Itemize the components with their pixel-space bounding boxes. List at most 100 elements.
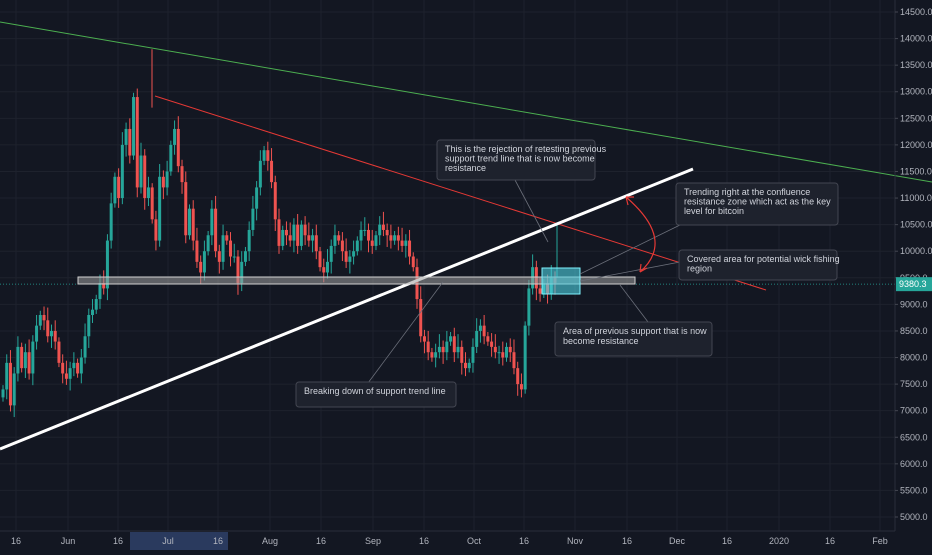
candle-body	[64, 373, 68, 379]
x-tick-label: Jul	[162, 536, 174, 546]
y-tick-label: 10500.0	[900, 220, 932, 230]
annotation-box	[295, 381, 457, 408]
annotation-text: resistance zone which act as the key	[684, 197, 831, 207]
x-axis-highlight	[130, 532, 228, 550]
candle-body	[516, 368, 520, 385]
candle-body	[98, 283, 102, 300]
candle-body	[236, 256, 240, 284]
candle-body	[292, 224, 296, 241]
candle-body	[16, 346, 20, 374]
candle-body	[135, 97, 139, 188]
candle-body	[385, 229, 389, 236]
annotation-text: Area of previous support that is now	[563, 326, 707, 336]
candle-body	[139, 155, 143, 188]
candle-body	[258, 160, 262, 188]
candle-body	[426, 341, 430, 353]
candle-body	[38, 315, 42, 326]
candle-body	[490, 341, 494, 347]
candle-body	[113, 176, 117, 204]
price-tag-label: 9380.3	[899, 279, 927, 289]
candle-body	[422, 336, 426, 342]
x-tick-label: Sep	[365, 536, 381, 546]
candle-body	[79, 357, 83, 374]
candle-body	[105, 240, 109, 289]
price-tag-bg	[896, 277, 932, 292]
y-tick-label: 6500.0	[900, 432, 928, 442]
y-tick-label: 11000.0	[900, 193, 932, 203]
candle-body	[232, 256, 236, 258]
candle-body	[42, 315, 46, 321]
candle-body	[12, 373, 16, 406]
candle-body	[8, 362, 12, 406]
annotation-box	[678, 249, 838, 281]
x-tick-label: Nov	[567, 536, 584, 546]
candle-body	[430, 352, 434, 358]
annotation-breaking: Breaking down of support trend line	[295, 381, 457, 408]
y-tick-label: 13500.0	[900, 60, 932, 70]
annotation-covered: Covered area for potential wick fishingr…	[678, 249, 840, 281]
red-trend-line	[154, 95, 767, 291]
candle-body	[53, 330, 57, 342]
curved-arrow-head-top	[625, 196, 634, 206]
candle-body	[184, 182, 188, 236]
candle-body	[437, 346, 441, 353]
candle-body	[173, 128, 177, 145]
rejection-connector	[514, 179, 549, 243]
x-tick-label: 16	[622, 536, 632, 546]
candle-body	[527, 288, 531, 326]
annotation-rejection: This is the rejection of retesting previ…	[436, 139, 607, 181]
x-tick-label: Jun	[61, 536, 76, 546]
candle-body	[169, 144, 173, 172]
candle-body	[61, 362, 65, 374]
curved-arrow	[625, 196, 656, 273]
wick-fishing-box	[541, 267, 581, 295]
candle-body	[191, 208, 195, 241]
green-resistance-line	[0, 21, 932, 183]
y-tick-label: 6000.0	[900, 459, 928, 469]
annotation-text: Trending right at the confluence	[684, 187, 810, 197]
candle-body	[340, 240, 344, 252]
y-tick-label: 12000.0	[900, 140, 932, 150]
candle-body	[344, 251, 348, 262]
y-tick-label: 5500.0	[900, 485, 928, 495]
annotation-box	[436, 139, 596, 181]
candle-body	[91, 309, 95, 315]
candle-body	[270, 160, 274, 183]
candle-body	[120, 144, 124, 199]
candle-body	[206, 235, 210, 252]
candle-body	[229, 240, 233, 257]
candle-body	[128, 128, 132, 156]
candle-body	[296, 224, 300, 246]
candle-body	[352, 251, 356, 257]
annotation-text: become resistance	[563, 336, 639, 346]
candle-body	[311, 235, 315, 241]
candle-body	[408, 240, 412, 257]
candle-body	[102, 283, 106, 289]
candle-body	[378, 224, 382, 236]
annotation-text: resistance	[445, 163, 486, 173]
y-tick-label: 14000.0	[900, 34, 932, 44]
annotation-box	[675, 182, 839, 226]
candle-body	[505, 346, 509, 358]
candle-body	[370, 240, 374, 246]
trend-lines	[0, 21, 932, 451]
candle-body	[381, 224, 385, 230]
candle-body	[214, 208, 218, 252]
candle-body	[23, 352, 27, 369]
trending-connector	[579, 224, 681, 275]
x-tick-label: 16	[419, 536, 429, 546]
candle-body	[266, 150, 270, 161]
candle-body	[72, 362, 76, 369]
candle-body	[143, 155, 147, 199]
candle-body	[158, 176, 162, 241]
candle-body	[251, 208, 255, 230]
candle-body	[367, 229, 371, 241]
candle-body	[538, 288, 542, 294]
candle-body	[109, 203, 113, 241]
candle-body	[87, 315, 91, 337]
y-tick-label: 7500.0	[900, 379, 928, 389]
candle-body	[195, 240, 199, 262]
y-tick-label: 14500.0	[900, 7, 932, 17]
